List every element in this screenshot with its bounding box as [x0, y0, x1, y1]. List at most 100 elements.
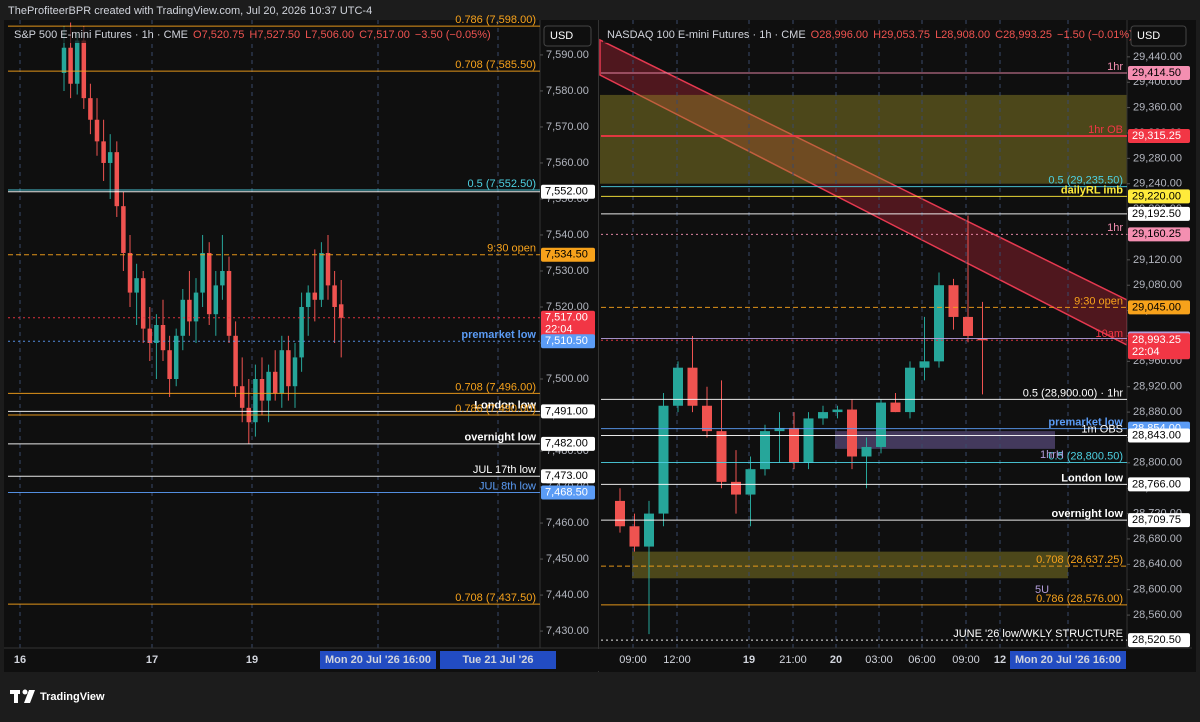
price-tag: [1128, 206, 1190, 221]
candle-body: [68, 47, 73, 84]
panel-right: [599, 20, 1196, 672]
candle-body: [187, 299, 192, 322]
price-tag: [541, 310, 595, 337]
time-highlight: [1010, 651, 1126, 669]
candle-body: [890, 402, 901, 413]
price-tag-text: 7,510.50: [545, 335, 588, 347]
y-tick-label: 29,240.00: [1133, 178, 1182, 190]
price-tag-text: 29,045.00: [1132, 301, 1181, 313]
countdown: 22:04: [1132, 346, 1160, 358]
legend-bg: [10, 27, 470, 43]
level-label: 10am: [1095, 328, 1123, 340]
candle-body: [61, 47, 67, 73]
candle-body: [615, 500, 625, 527]
candle-body: [745, 469, 756, 495]
candle-body: [167, 350, 172, 380]
y-tick-label: 29,360.00: [1133, 102, 1182, 114]
header-text: TheProfiteerBPR created with TradingView…: [8, 5, 372, 17]
candle-body: [629, 526, 640, 547]
price-tag-text: 7,482.00: [545, 438, 588, 450]
level-label: premarket low: [461, 329, 536, 341]
candle-body: [716, 431, 727, 482]
candle-body: [101, 141, 106, 163]
y-tick-label: 7,590.00: [546, 49, 589, 61]
candle-body: [963, 316, 973, 336]
candle-body: [977, 338, 988, 341]
level-label: 1m OBS: [1081, 423, 1123, 435]
level-label: 0.708 (7,585.50): [455, 59, 536, 71]
legend-title: S&P 500 E-mini Futures · 1h · CME: [14, 29, 188, 41]
price-tag: [1128, 128, 1190, 143]
logo-mark: [24, 690, 35, 703]
legend-value: C7,517.00: [359, 29, 410, 41]
candle-body: [948, 285, 959, 317]
level-label: 0.708 (28,637.25): [1036, 554, 1123, 566]
level-label: 0.786 (28,576.00): [1036, 593, 1123, 605]
time-highlight: [320, 651, 436, 669]
y-tick-label: 29,080.00: [1133, 279, 1182, 291]
y-tick-label: 7,460.00: [546, 517, 589, 529]
logo-text: TradingView: [40, 691, 105, 703]
x-tick-label: Mon 20 Jul '26 16:00: [1015, 654, 1121, 666]
x-tick-label: 21:00: [779, 654, 807, 666]
candle-body: [233, 335, 238, 387]
candle-body: [154, 324, 159, 344]
currency[interactable]: USD: [1137, 30, 1160, 42]
x-tick-label: 17: [146, 654, 158, 666]
price-tag: [541, 404, 595, 419]
candle-body: [673, 367, 683, 406]
level-label: 0.786 (7,598.00): [455, 14, 536, 26]
currency[interactable]: USD: [550, 30, 573, 42]
y-tick-label: 7,520.00: [546, 301, 589, 313]
y-tick-label: 7,540.00: [546, 229, 589, 241]
y-tick-label: 7,560.00: [546, 157, 589, 169]
price-tag-text: 28,843.00: [1132, 429, 1181, 441]
x-tick-label: Mon 20 Jul '26 16:00: [325, 654, 431, 666]
currency-box[interactable]: [543, 25, 592, 47]
x-tick-label: 09:00: [619, 654, 647, 666]
y-tick-label: 29,280.00: [1133, 152, 1182, 164]
y-tick-label: 7,570.00: [546, 121, 589, 133]
x-tick-label: 09:00: [952, 654, 980, 666]
legend-value: H29,053.75: [873, 29, 930, 41]
candle-body: [644, 513, 654, 547]
price-tag: [541, 485, 595, 500]
price-tag-text: 7,534.50: [545, 249, 588, 261]
level-label: London low: [1061, 472, 1123, 484]
level-label: 1hr OB: [1088, 124, 1123, 136]
candle-body: [774, 427, 785, 432]
y-tick-label: 7,430.00: [546, 625, 589, 637]
candle-body: [861, 446, 872, 457]
candle-body: [94, 119, 100, 142]
x-tick-label: Tue 21 Jul '26: [463, 654, 534, 666]
price-tag-text: 7,468.50: [545, 486, 588, 498]
candle-body: [272, 371, 278, 394]
zone: [835, 431, 1055, 449]
legend-value: C28,993.25: [995, 29, 1052, 41]
zone: [632, 551, 1068, 579]
y-tick-label: 29,440.00: [1133, 51, 1182, 63]
candle-body: [292, 357, 298, 387]
level-label: 1hr: [1107, 61, 1123, 73]
candle-body: [147, 328, 153, 344]
candle-body: [905, 367, 915, 413]
candle-body: [325, 252, 331, 286]
legend-value: −3.50 (−0.05%): [415, 29, 491, 41]
y-tick-label: 7,440.00: [546, 589, 589, 601]
level-label: overnight low: [1052, 508, 1124, 520]
zone: [600, 94, 1127, 184]
price-tag: [541, 184, 595, 199]
currency-box[interactable]: [1130, 25, 1187, 47]
level-label: JUNE '26 low/WKLY STRUCTURE: [953, 628, 1123, 640]
legend-value: L28,908.00: [935, 29, 990, 41]
time-highlight: [440, 651, 556, 669]
level-label: London low: [474, 399, 536, 411]
level-label: dailyRL imb: [1061, 184, 1123, 196]
price-tag-text: 29,414.50: [1132, 67, 1181, 79]
price-tag: [541, 469, 595, 484]
logo-mark: [22, 689, 28, 695]
y-tick-label: 28,680.00: [1133, 533, 1182, 545]
x-tick-label: 19: [246, 654, 258, 666]
price-tag: [1128, 513, 1190, 528]
